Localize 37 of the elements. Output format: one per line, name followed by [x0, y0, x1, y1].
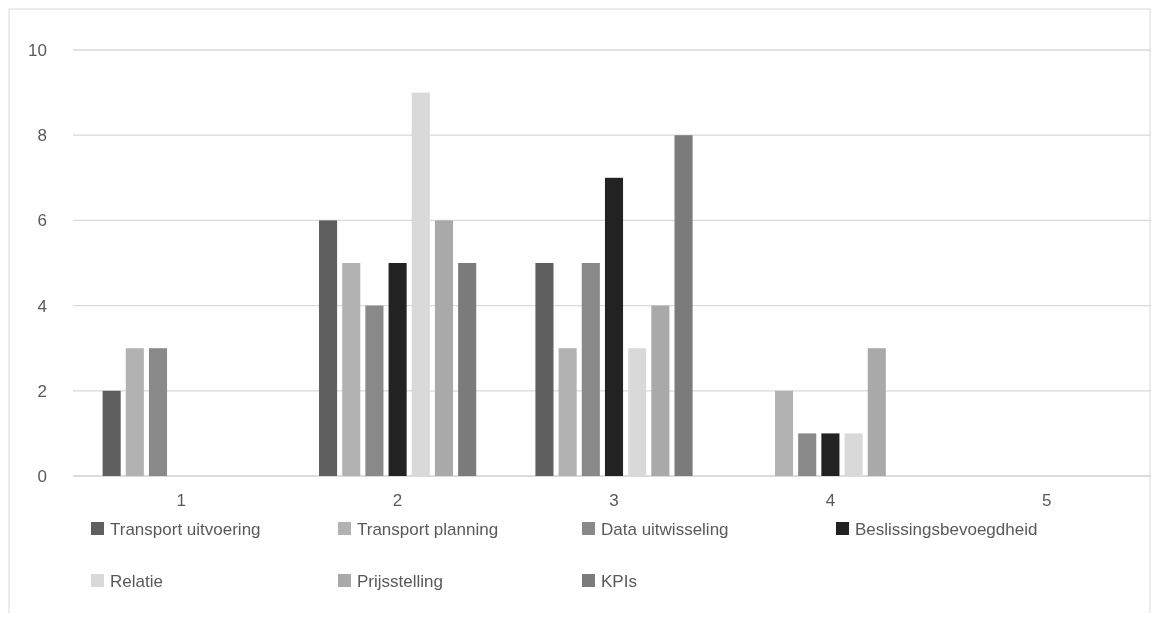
bar [102, 390, 121, 476]
bar [558, 348, 577, 476]
y-tick-label: 8 [37, 126, 47, 146]
bar [674, 135, 693, 476]
legend-label: Data uitwisseling [601, 519, 729, 539]
bar [125, 348, 144, 476]
legend-label: Transport uitvoering [110, 519, 261, 539]
x-tick-label: 2 [392, 491, 403, 510]
bar [535, 263, 554, 476]
bar [604, 177, 624, 476]
x-tick-label: 1 [176, 491, 186, 510]
bar [365, 305, 384, 476]
bar [651, 305, 670, 476]
bar [798, 433, 817, 476]
bar [581, 263, 600, 476]
y-tick-label: 0 [37, 466, 47, 486]
y-tick-label: 4 [37, 296, 47, 316]
bar [388, 263, 407, 476]
bar [458, 263, 477, 476]
legend-label: Prijsstelling [357, 571, 443, 591]
x-tick-label: 5 [1042, 491, 1052, 510]
legend-label: Transport planning [357, 519, 499, 539]
bar [319, 220, 338, 476]
bar [434, 220, 454, 476]
bar [342, 263, 361, 476]
bar [774, 390, 794, 476]
y-tick-label: 10 [28, 40, 47, 60]
bar [148, 348, 168, 476]
y-tick-label: 6 [37, 211, 47, 231]
y-tick-label: 2 [37, 381, 47, 401]
x-tick-label: 3 [609, 491, 619, 510]
bar [821, 433, 840, 476]
legend-label: KPIs [601, 571, 637, 591]
legend-label: Beslissingsbevoegdheid [855, 519, 1038, 539]
x-tick-label: 4 [825, 491, 836, 510]
legend-label: Relatie [110, 571, 163, 591]
bar [867, 348, 886, 476]
